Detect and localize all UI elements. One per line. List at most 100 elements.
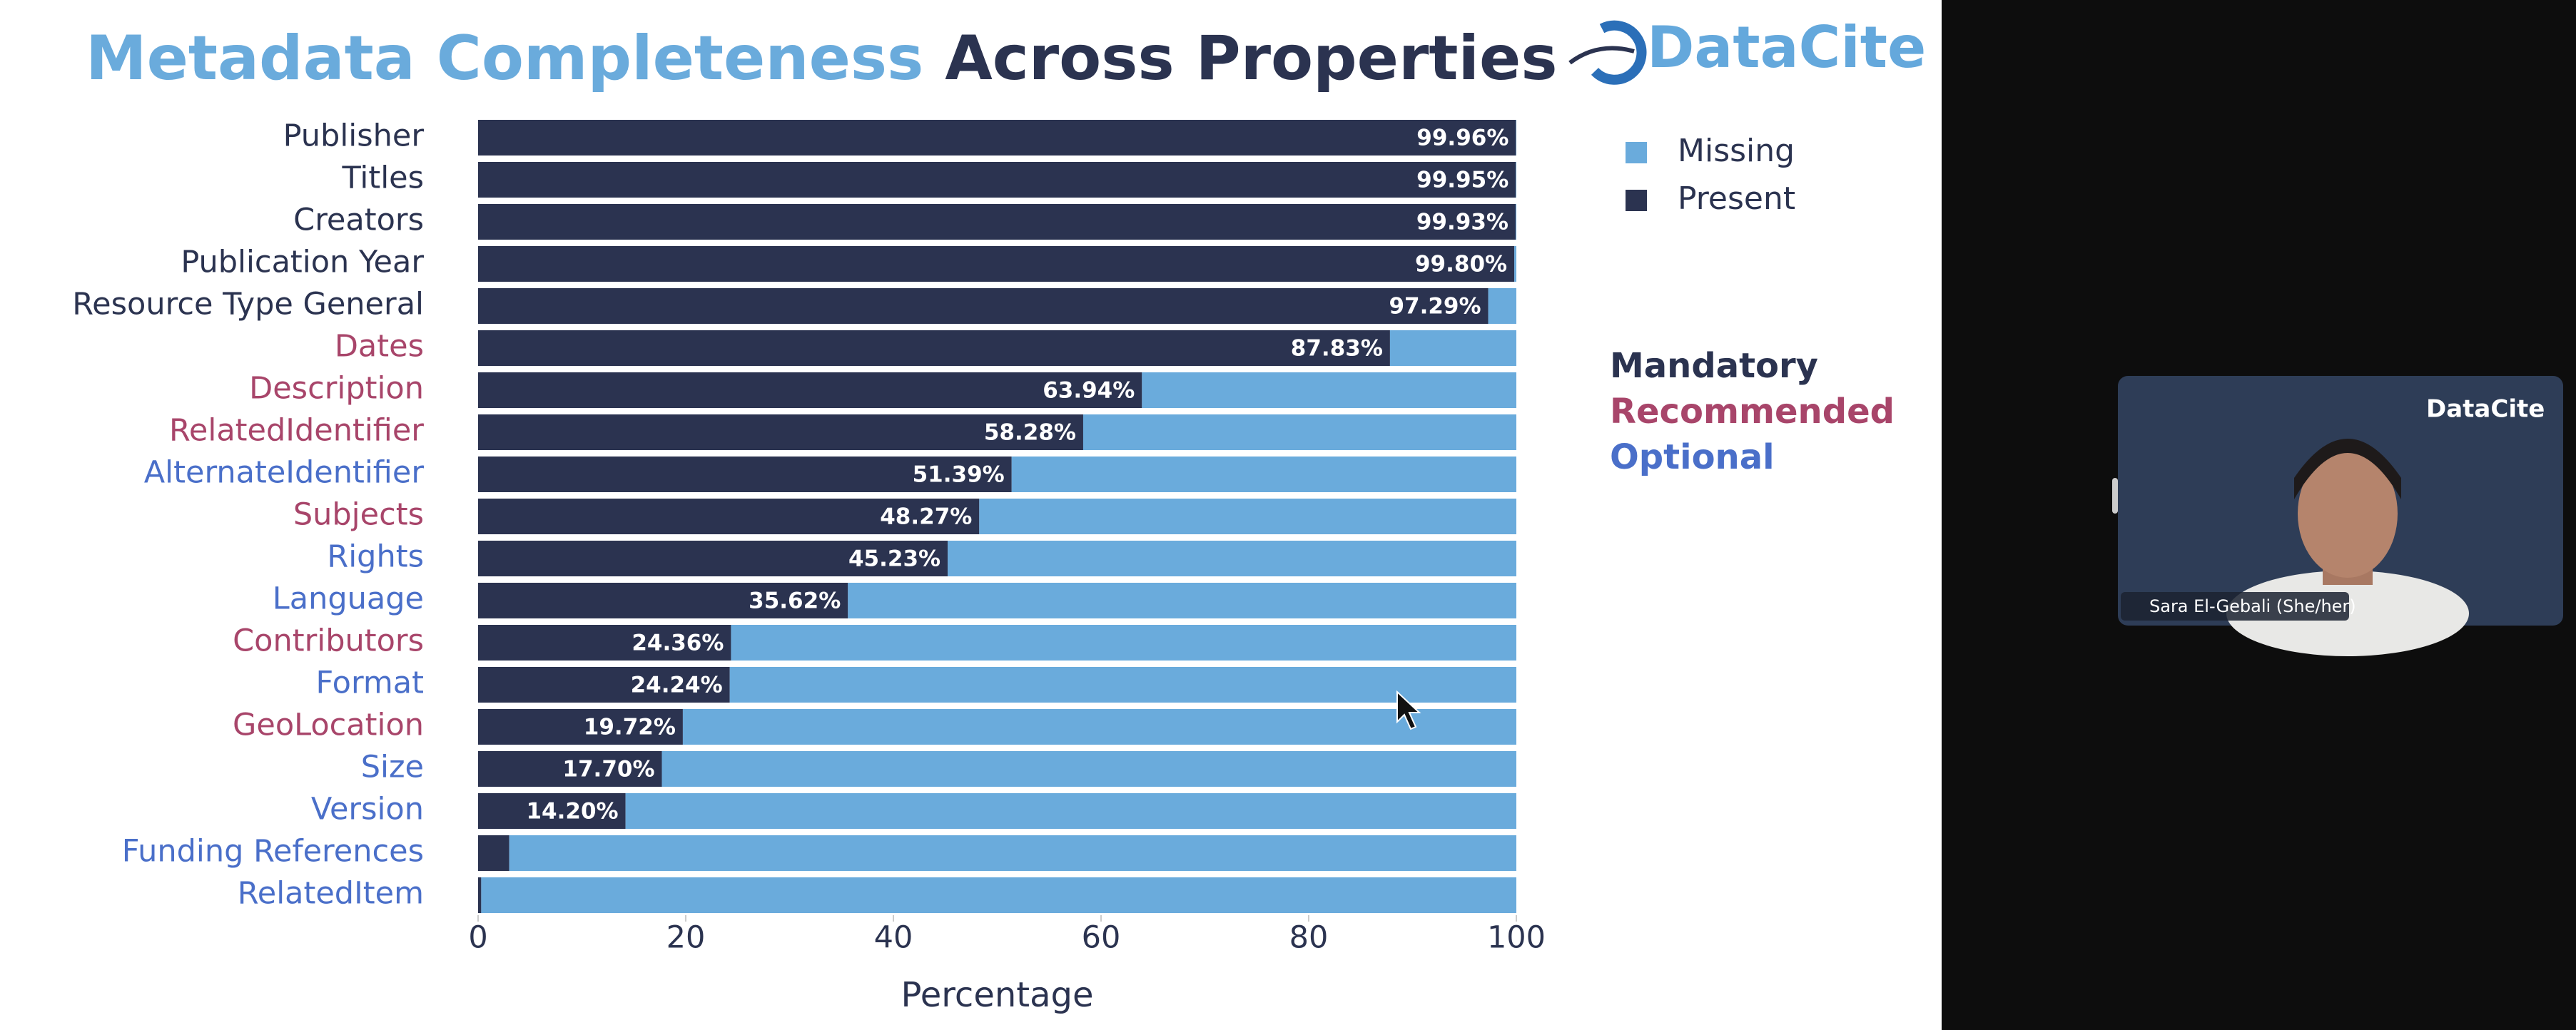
chart-title: Metadata Completeness Across Properties [86,23,1558,94]
logo: DataCite [1568,14,1926,85]
property-legend: Recommended [1610,392,1895,432]
y-tick-label: Creators [293,203,424,238]
name-bg [2121,592,2349,621]
bar-segment [848,583,1516,618]
value-label: 63.94% [1043,378,1135,404]
bar-segment [948,541,1516,576]
bar-segment [1488,288,1516,324]
bar-segment [478,162,1516,198]
bar-segment [478,204,1516,240]
value-label: 24.24% [631,673,723,698]
person-hair [2294,439,2401,499]
bar-segment [1142,372,1516,408]
bar-segment [478,499,980,534]
bar-segment [478,877,482,913]
value-label: 51.39% [913,462,1005,488]
x-tick-label: 0 [468,920,487,956]
bar-segment [1389,330,1516,366]
value-label: 97.29% [1389,294,1481,320]
tile-logo: DataCite [2426,395,2545,424]
bar-segment [478,330,1390,366]
legend-label: Missing [1678,133,1795,169]
scroll-handle [2112,478,2118,514]
title-part: Across Properties [945,23,1557,94]
value-label: 99.95% [1416,168,1508,193]
y-tick-label: GeoLocation [233,708,424,743]
bar-segment [481,877,1516,913]
y-tick-label: Version [311,792,424,827]
cursor [1396,690,1421,730]
value-label: 58.28% [984,420,1076,446]
y-tick-label: Rights [327,539,424,575]
value-label: 87.83% [1291,336,1383,362]
bar-segment [979,499,1516,534]
y-tick-label: Language [273,581,424,617]
value-label: 24.36% [632,631,724,656]
y-tick-label: RelatedItem [238,876,424,912]
bar-segment [478,709,683,745]
bar-segment [625,793,1516,829]
value-label: 35.62% [749,588,841,614]
legend-label: Present [1678,180,1795,217]
bar-segment [478,793,626,829]
x-tick-label: 100 [1487,920,1546,956]
x-tick-label: 60 [1082,920,1121,956]
bar-segment [682,709,1516,745]
value-label: 19.72% [584,715,676,740]
value-label: 17.70% [562,757,654,782]
y-tick-label: Titles [341,160,424,196]
y-tick-label: Format [315,666,424,701]
value-label: 45.23% [848,546,940,572]
value-label: 99.80% [1415,252,1507,277]
value-label: 99.93% [1416,210,1508,235]
bar-segment [1082,414,1516,450]
bar-segment [478,457,1012,492]
property-legend: Mandatory [1610,346,1818,386]
y-tick-label: Contributors [233,623,424,659]
bar-segment [1514,246,1516,282]
x-tick-label: 80 [1289,920,1329,956]
y-tick-label: Publisher [283,118,425,154]
property-legend: Optional [1610,437,1775,477]
bar-segment [478,625,731,661]
bar-segment [1011,457,1516,492]
y-tick-label: Subjects [293,497,424,533]
value-label: 48.27% [880,504,972,530]
bar-segment [478,246,1515,282]
y-tick-label: Dates [335,329,424,364]
y-tick-label: AlternateIdentifier [144,455,425,491]
bar-segment [478,835,509,871]
person-face [2298,449,2398,578]
participant-name: Sara El-Gebali (She/her) [2149,596,2356,616]
bar-segment [478,414,1083,450]
bar-segment [731,625,1516,661]
x-tick-label: 20 [666,920,706,956]
logo-swoosh [1568,46,1635,65]
y-tick-label: RelatedIdentifier [169,413,424,449]
y-tick-label: Description [249,371,424,407]
bar-segment [478,288,1489,324]
x-tick-label: 40 [874,920,913,956]
value-label: 14.20% [526,799,618,825]
legend-swatch [1626,190,1647,211]
bar-segment [478,372,1142,408]
video-tile: DataCite Sara El-Gebali (She/her) [2112,376,2563,656]
bar-segment [478,583,848,618]
bar-segment [478,667,730,703]
logo-text: DataCite [1647,14,1926,81]
y-tick-label: Publication Year [181,245,424,280]
bar-segment [661,751,1517,787]
bar-segment [509,835,1516,871]
y-tick-label: Size [361,750,424,785]
legend-swatch [1626,142,1647,163]
title-part: Metadata Completeness [86,23,923,94]
y-tick-label: Funding References [122,834,424,870]
bar-segment [478,120,1516,155]
value-label: 99.96% [1416,126,1508,151]
bar-segment [729,667,1516,703]
bar-segment [478,751,662,787]
logo-icon [1591,20,1647,85]
bar-segment [478,541,948,576]
